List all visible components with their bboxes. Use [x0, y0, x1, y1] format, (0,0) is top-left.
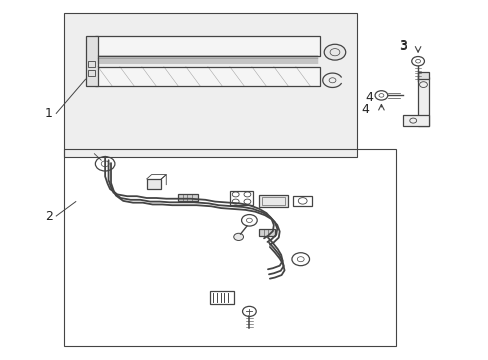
Text: 4: 4 [361, 103, 369, 116]
Bar [178, 194, 198, 201]
Text: 2: 2 [45, 210, 53, 222]
Bar [229, 191, 253, 205]
Bar [259, 195, 287, 207]
Text: 3: 3 [399, 40, 407, 53]
Bar [417, 77, 428, 126]
Bar [210, 291, 233, 304]
Bar [146, 179, 161, 189]
Bar [63, 13, 356, 157]
Bar [85, 36, 98, 86]
Bar [261, 197, 285, 205]
Bar [293, 196, 311, 206]
Text: 4: 4 [365, 91, 372, 104]
Bar [95, 36, 320, 56]
Bar [95, 67, 320, 86]
Text: 3: 3 [399, 39, 407, 51]
Bar [87, 61, 95, 67]
Bar [259, 229, 274, 236]
Circle shape [324, 44, 345, 60]
Circle shape [233, 233, 243, 240]
Bar [87, 70, 95, 76]
Text: 1: 1 [45, 107, 53, 120]
Bar [417, 72, 428, 79]
Bar [403, 115, 428, 126]
Bar [63, 149, 395, 346]
